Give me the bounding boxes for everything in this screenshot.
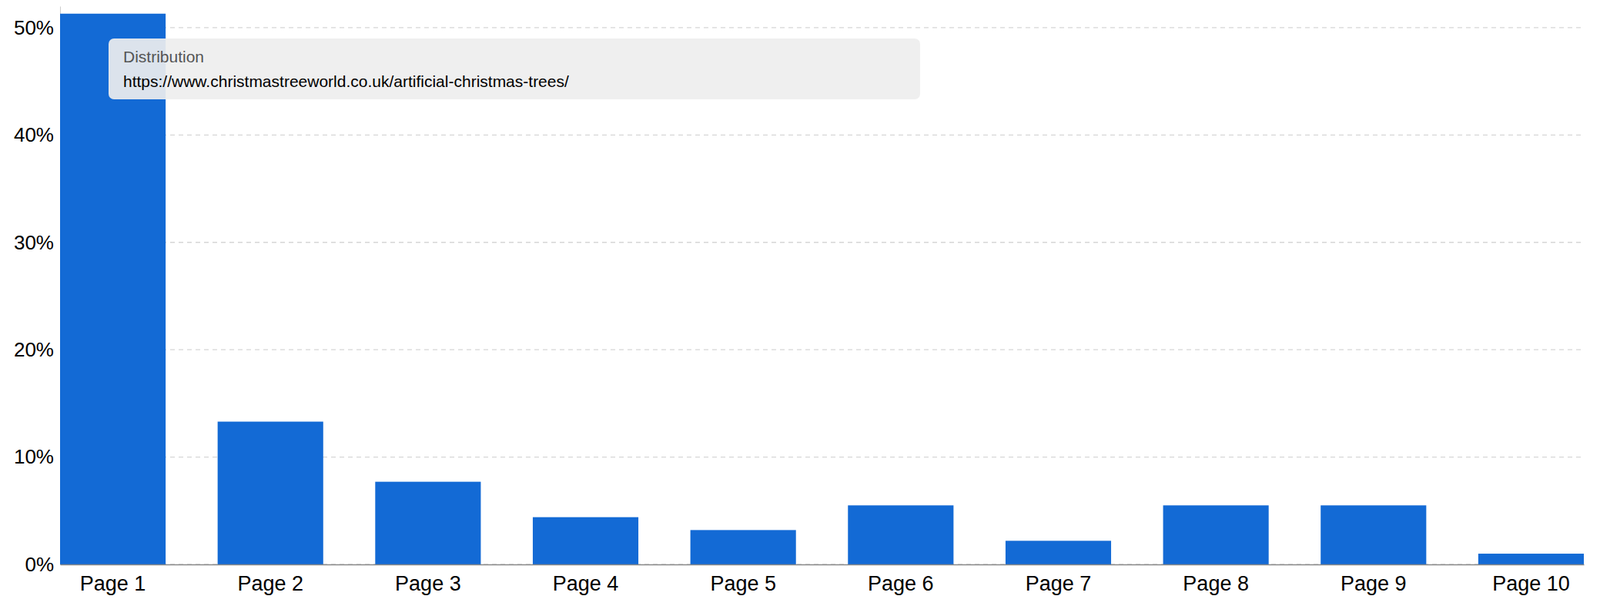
bar	[1320, 505, 1426, 565]
x-tick: Page 8	[1182, 564, 1249, 596]
x-axis: Page 1 Page 2 Page 3 Page 4 Page 5 Page 6 Page…	[60, 564, 1585, 596]
x-axis-line	[60, 564, 1585, 566]
grid-line	[60, 26, 1584, 28]
annotation-title: Distribution	[123, 47, 205, 66]
y-tick: 20%	[13, 338, 61, 362]
y-tick-label: 40%	[13, 123, 54, 147]
y-tick: 50%	[13, 16, 61, 40]
x-tick-label: Page 7	[1025, 572, 1092, 596]
bar	[532, 517, 639, 565]
x-tick: Page 7	[1025, 564, 1092, 596]
bar	[1163, 505, 1269, 565]
y-tick-label: 20%	[13, 338, 54, 362]
x-tick: Page 5	[709, 564, 777, 596]
x-tick-label: Page 8	[1182, 572, 1249, 596]
x-tick: Page 6	[867, 564, 934, 596]
y-tick-label: 50%	[13, 16, 54, 40]
y-tick: 10%	[13, 445, 61, 469]
y-tick-label: 30%	[13, 230, 54, 255]
x-tick-label: Page 1	[80, 572, 147, 596]
bar	[217, 421, 324, 565]
bar	[1005, 540, 1112, 565]
x-tick: Page 3	[394, 564, 462, 596]
x-tick-label: Page 3	[394, 572, 462, 596]
x-tick-label: Page 10	[1492, 572, 1570, 596]
y-tick-label: 10%	[13, 445, 54, 469]
x-tick: Page 2	[237, 564, 304, 596]
plot: 0%10%20%30%40%50%Page 1Page 2Page 3Page …	[13, 6, 1585, 596]
x-tick-label: Page 5	[709, 572, 777, 596]
grid-line	[60, 134, 1584, 136]
grid-line	[60, 241, 1584, 243]
y-tick: 30%	[13, 230, 61, 255]
bar	[1478, 553, 1584, 565]
annotation-text: https://www.christmastreeworld.co.uk/art…	[123, 72, 570, 91]
x-tick: Page 1	[80, 564, 147, 596]
y-tick-label: 0%	[24, 552, 54, 576]
y-axis: 0% 10% 20% 30% 40% 50%	[13, 6, 61, 576]
x-tick: Page 10	[1492, 564, 1570, 596]
chart: 0%10%20%30%40%50%Page 1Page 2Page 3Page …	[0, 0, 1600, 616]
x-tick-label: Page 2	[237, 572, 304, 596]
grid	[60, 27, 1584, 565]
x-tick: Page 4	[552, 564, 620, 596]
bar	[690, 529, 797, 565]
bar	[847, 505, 954, 565]
x-tick-label: Page 9	[1340, 572, 1407, 596]
annotation: Distribution https://www.christmastreewor…	[108, 38, 921, 100]
grid-line	[60, 349, 1584, 351]
annotation-box	[108, 38, 921, 100]
bar	[374, 482, 481, 565]
y-tick: 0%	[24, 552, 61, 576]
x-tick-label: Page 6	[867, 572, 934, 596]
x-tick: Page 9	[1340, 564, 1407, 596]
y-tick: 40%	[13, 123, 61, 147]
x-tick-label: Page 4	[552, 572, 620, 596]
bars	[60, 13, 1584, 565]
